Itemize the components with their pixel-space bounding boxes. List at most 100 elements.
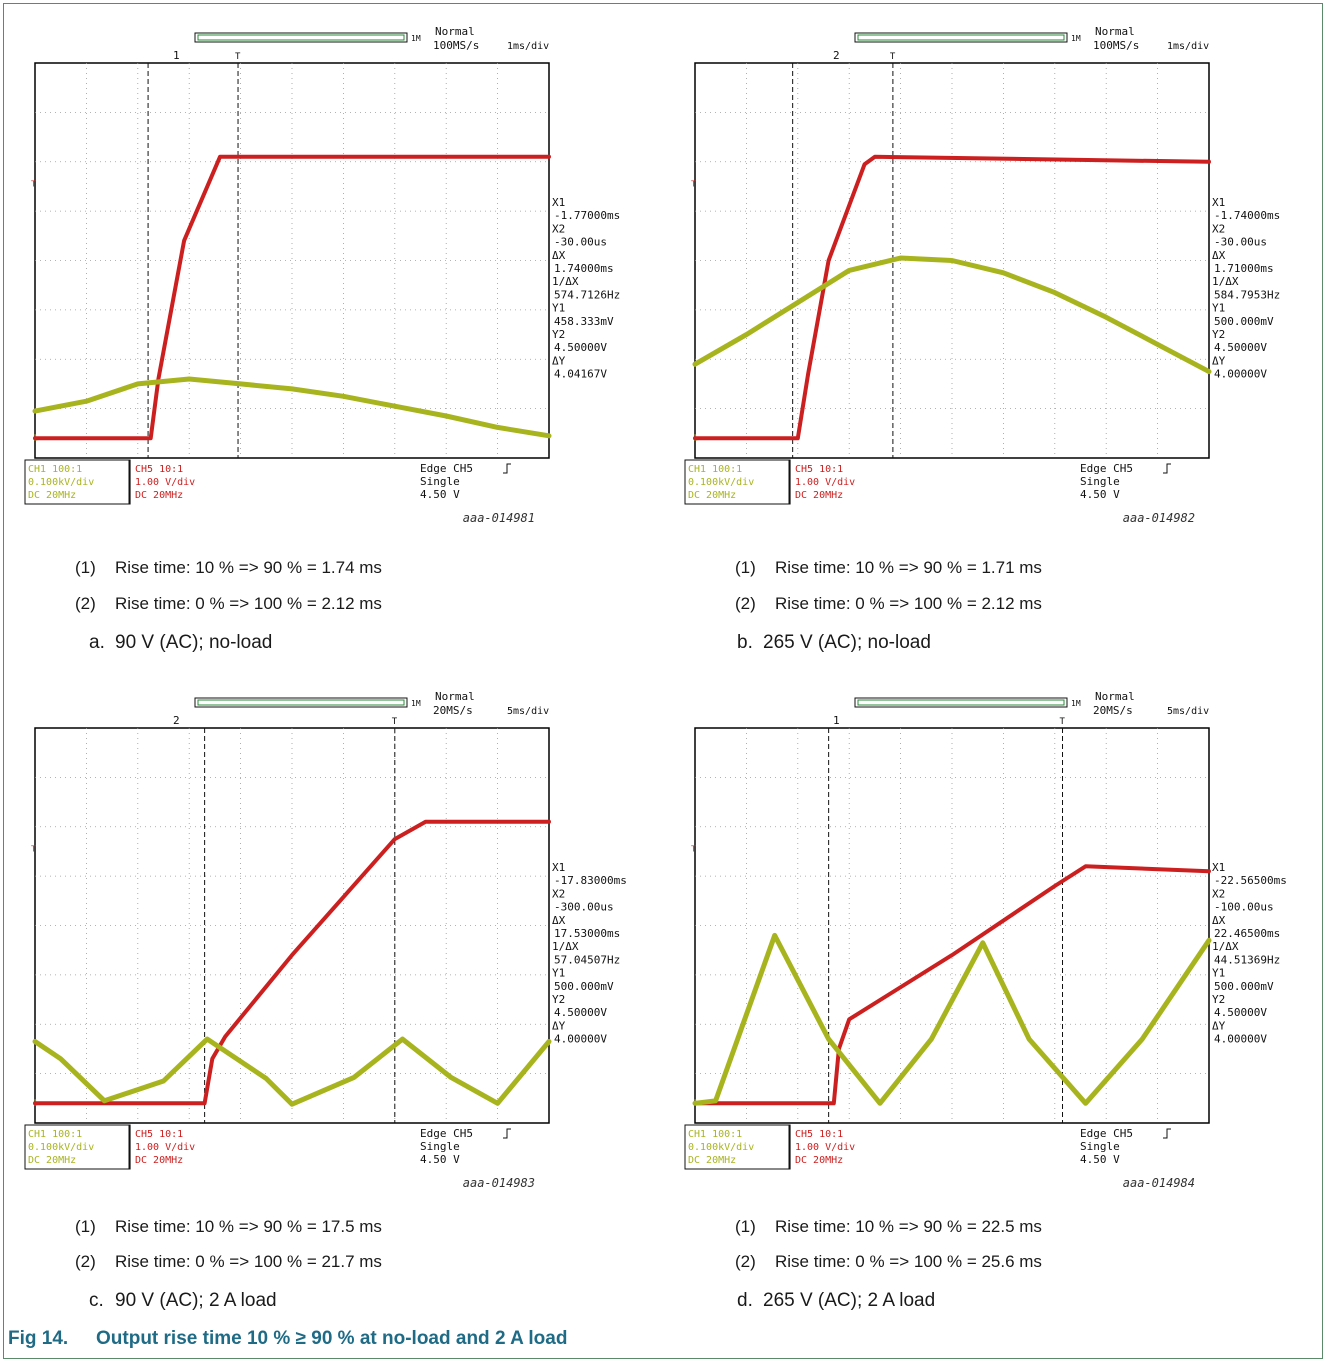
cursor-readout-line: Y2 [552, 993, 565, 1006]
trigger-level-marker: T [691, 179, 696, 188]
cursor-readout-line: -30.00us [1214, 236, 1267, 249]
ch5-setting-line: 1.00 V/div [795, 1142, 855, 1153]
record-length-bar [194, 32, 408, 43]
record-length-label: 1M [1071, 699, 1081, 708]
trigger-setting-line: 4.50 V [1080, 1153, 1120, 1166]
cursor-readout-line: 1/ΔX [1212, 940, 1239, 953]
cursor-readout-line: 4.50000V [1214, 341, 1267, 354]
cursor-readout-line: -22.56500ms [1214, 874, 1287, 887]
record-length-label: 1M [411, 699, 421, 708]
cursor-readout-line: 4.04167V [554, 368, 607, 381]
trigger-setting-line: Single [420, 1140, 460, 1153]
cursor-readout-line: ΔY [1212, 1019, 1226, 1032]
figure-id-label: aaa-014983 [463, 1176, 535, 1190]
record-length-label: 1M [1071, 34, 1081, 43]
cursor-readout-line: 4.50000V [1214, 1006, 1267, 1019]
cursor-readout-line: X1 [552, 196, 565, 209]
sample-rate: 100MS/s [1093, 39, 1139, 52]
ch1-setting-line: 0.100kV/div [688, 1142, 754, 1153]
figure-id-label: aaa-014984 [1123, 1176, 1195, 1190]
cursor-readout-line: Y1 [552, 967, 565, 980]
ch5-setting-line: DC 20MHz [135, 490, 183, 501]
caption-line-2: (2) Rise time: 0 % => 100 % = 21.7 ms [75, 1252, 382, 1271]
ch1-setting-line: 0.100kV/div [28, 477, 94, 488]
ch5-setting-line: CH5 10:1 [795, 464, 843, 475]
trigger-position-marker: T [890, 52, 896, 62]
cursor-readout-line: -100.00us [1214, 901, 1274, 914]
figure-caption: Fig 14. Output rise time 10 % ≥ 90 % at n… [8, 1328, 568, 1349]
ch5-setting-line: DC 20MHz [135, 1155, 183, 1166]
record-length-bar [194, 697, 408, 708]
waveform-ch1 [692, 255, 1212, 375]
trigger-position-marker: T [235, 52, 241, 62]
timebase: 5ms/div [507, 706, 549, 717]
record-length-bar [854, 697, 1068, 708]
cursor-readout-line: Y1 [1212, 302, 1225, 315]
cursor-readout-line: ΔX [1212, 249, 1226, 262]
caption-line-2: (2) Rise time: 0 % => 100 % = 2.12 ms [735, 594, 1042, 613]
cursor-readout-line: X1 [1212, 196, 1225, 209]
trigger-edge-icon [1163, 1128, 1171, 1139]
cursor-readout-line: X2 [552, 887, 565, 900]
ch5-setting-line: DC 20MHz [795, 1155, 843, 1166]
ch1-settings-box [684, 459, 790, 505]
cursor-readout-line: -1.74000ms [1214, 209, 1280, 222]
trigger-setting-line: 4.50 V [420, 488, 460, 501]
cursor-readout-line: 1/ΔX [552, 940, 579, 953]
ch1-setting-line: DC 20MHz [688, 1155, 736, 1166]
trigger-level-marker: T [691, 844, 696, 853]
cursor-readout-line: -1.77000ms [554, 209, 620, 222]
acquisition-mode: Normal [1095, 690, 1135, 703]
ch5-setting-line: CH5 10:1 [795, 1129, 843, 1140]
trigger-position-marker: T [1060, 717, 1066, 727]
caption-line-1: (1) Rise time: 10 % => 90 % = 22.5 ms [735, 1217, 1042, 1236]
cursor-readout-line: 500.000mV [554, 980, 614, 993]
cursor-readout-line: 57.04507Hz [554, 953, 620, 966]
ch1-setting-line: CH1 100:1 [688, 1129, 742, 1140]
panel-channel-label: 2 [833, 49, 840, 62]
cursor-readout-line: Y1 [552, 302, 565, 315]
cursor-readout-line: 584.7953Hz [1214, 288, 1280, 301]
ch1-settings-box [24, 459, 130, 505]
ch5-setting-line: CH5 10:1 [135, 464, 183, 475]
cursor-readout-line: ΔX [552, 249, 566, 262]
timebase: 1ms/div [1167, 41, 1209, 52]
ch5-setting-line: DC 20MHz [795, 490, 843, 501]
caption-line-1: (1) Rise time: 10 % => 90 % = 17.5 ms [75, 1217, 382, 1236]
panel-channel-label: 2 [173, 714, 180, 727]
sample-rate: 20MS/s [433, 704, 473, 717]
cursor-readout-line: Y2 [552, 328, 565, 341]
ch1-settings-box [24, 1124, 130, 1170]
trigger-position-marker: T [392, 717, 398, 727]
trigger-setting-line: Edge CH5 [420, 462, 473, 475]
record-length-bar [854, 32, 1068, 43]
record-length-window [857, 34, 1065, 41]
cursor-readout-line: 4.00000V [554, 1033, 607, 1046]
cursor-readout-line: X2 [552, 222, 565, 235]
cursor-readout-line: ΔX [552, 914, 566, 927]
panel-channel-label: 1 [833, 714, 840, 727]
trigger-edge-icon [503, 463, 511, 474]
acquisition-mode: Normal [1095, 25, 1135, 38]
trigger-edge-icon [1163, 463, 1171, 474]
timebase: 5ms/div [1167, 706, 1209, 717]
subfigure-caption: d. 265 V (AC); 2 A load [737, 1290, 936, 1311]
cursor-readout-line: 1/ΔX [1212, 275, 1239, 288]
cursor-readout-line: X2 [1212, 887, 1225, 900]
waveform-ch5 [693, 864, 1211, 1106]
timebase: 1ms/div [507, 41, 549, 52]
cursor-readout-line: ΔY [552, 354, 566, 367]
trigger-setting-line: Edge CH5 [1080, 1127, 1133, 1140]
cursor-readout-line: 4.00000V [1214, 1033, 1267, 1046]
ch1-setting-line: DC 20MHz [28, 1155, 76, 1166]
cursor-readout-line: 4.00000V [1214, 368, 1267, 381]
cursor-readout-line: Y2 [1212, 328, 1225, 341]
figure-id-label: aaa-014982 [1123, 511, 1195, 525]
cursor-readout-line: 1.71000ms [1214, 262, 1274, 275]
record-length-window [197, 34, 405, 41]
